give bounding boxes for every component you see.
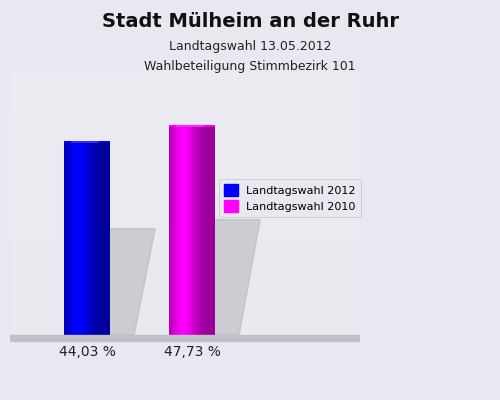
Bar [96, 142, 97, 334]
Bar [204, 126, 206, 334]
Bar [185, 126, 186, 334]
Bar [68, 142, 69, 334]
Bar [193, 126, 194, 334]
Bar [170, 126, 172, 334]
Bar [183, 126, 184, 334]
Bar [174, 126, 175, 334]
Bar [172, 126, 174, 334]
Bar [208, 126, 209, 334]
Bar [95, 142, 96, 334]
Bar [198, 126, 199, 334]
Bar [202, 126, 203, 334]
Bar [76, 142, 77, 334]
Bar [188, 126, 190, 334]
Bar [192, 126, 193, 334]
Bar [108, 142, 110, 334]
Bar [176, 126, 177, 334]
Bar [186, 126, 188, 334]
Bar [102, 142, 103, 334]
Bar [210, 126, 212, 334]
Bar [209, 126, 210, 334]
Bar [78, 142, 79, 334]
Bar [69, 142, 70, 334]
Text: 47,73 %: 47,73 % [164, 346, 220, 360]
Bar [80, 142, 82, 334]
Bar [97, 142, 98, 334]
Bar [72, 142, 74, 334]
Text: Stadt Mülheim an der Ruhr: Stadt Mülheim an der Ruhr [102, 12, 399, 31]
Bar [71, 142, 72, 334]
Bar [79, 142, 80, 334]
Bar [82, 142, 84, 334]
Bar [177, 126, 178, 334]
Text: Landtagswahl 13.05.2012: Landtagswahl 13.05.2012 [169, 40, 331, 53]
Bar [190, 126, 191, 334]
Bar [106, 142, 108, 334]
Bar [184, 126, 185, 334]
Bar [88, 142, 90, 334]
Bar [103, 142, 104, 334]
Polygon shape [194, 220, 260, 334]
Bar [212, 126, 214, 334]
Bar [191, 126, 192, 334]
Bar [74, 142, 76, 334]
Bar [104, 142, 105, 334]
Bar [92, 142, 94, 334]
Polygon shape [89, 228, 155, 334]
Bar [194, 126, 196, 334]
Bar [70, 142, 71, 334]
Bar [182, 126, 183, 334]
Bar [87, 142, 88, 334]
Bar [86, 142, 87, 334]
Bar [206, 126, 207, 334]
Bar [90, 142, 92, 334]
Legend: Landtagswahl 2012, Landtagswahl 2010: Landtagswahl 2012, Landtagswahl 2010 [218, 179, 362, 217]
Bar [196, 126, 198, 334]
Text: 44,03 %: 44,03 % [58, 346, 116, 360]
Bar [175, 126, 176, 334]
Bar [94, 142, 95, 334]
Bar [100, 142, 102, 334]
Bar [199, 126, 200, 334]
Bar [84, 142, 86, 334]
Bar [169, 126, 170, 334]
Bar [77, 142, 78, 334]
Bar [105, 142, 106, 334]
Bar [98, 142, 100, 334]
Text: Wahlbeteiligung Stimmbezirk 101: Wahlbeteiligung Stimmbezirk 101 [144, 60, 356, 73]
Bar [64, 142, 66, 334]
Bar [200, 126, 201, 334]
Bar [10, 334, 360, 341]
Bar [207, 126, 208, 334]
Bar [178, 126, 180, 334]
Bar [201, 126, 202, 334]
Bar [180, 126, 182, 334]
Bar [66, 142, 68, 334]
